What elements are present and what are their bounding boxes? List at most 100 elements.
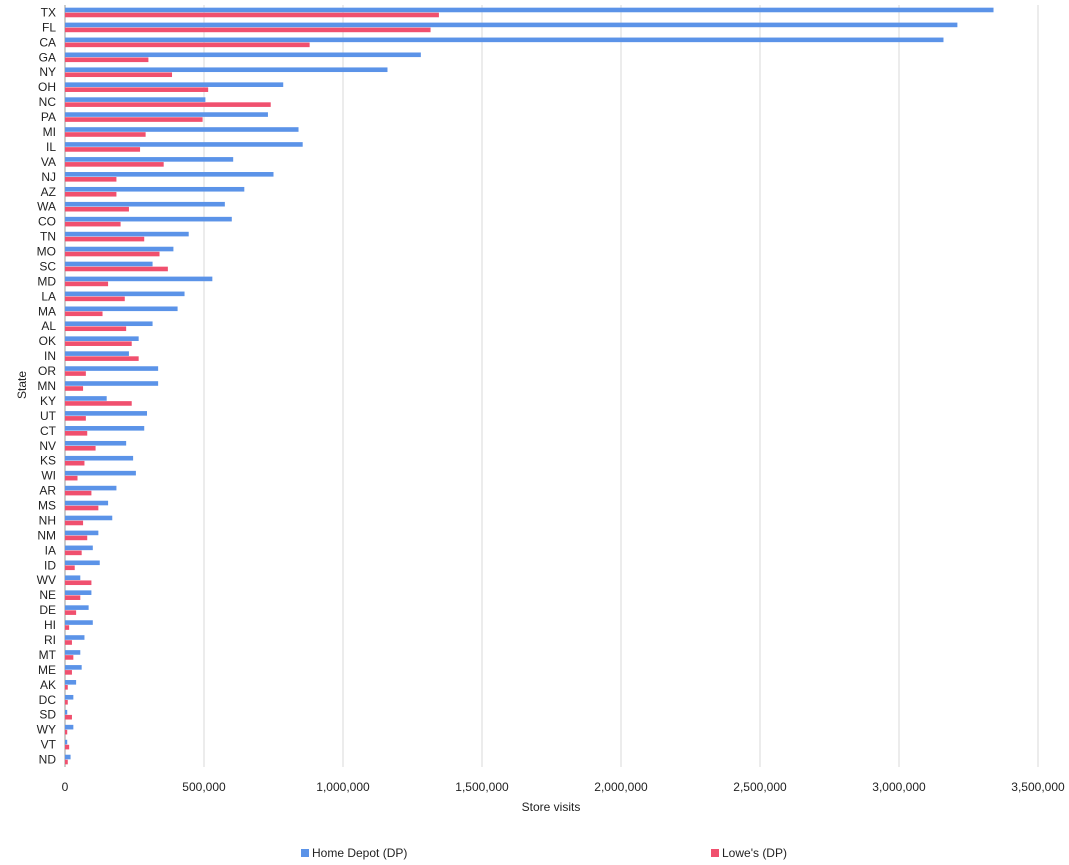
bar-lowe-s-dp-ca[interactable] <box>65 42 310 48</box>
bar-home-depot-dp-mn[interactable] <box>65 381 159 386</box>
bar-home-depot-dp-ut[interactable] <box>65 411 148 416</box>
bar-lowe-s-dp-ar[interactable] <box>65 490 92 496</box>
bar-lowe-s-dp-ny[interactable] <box>65 72 173 78</box>
bar-home-depot-dp-ok[interactable] <box>65 336 139 341</box>
bar-lowe-s-dp-ky[interactable] <box>65 401 132 406</box>
bar-home-depot-dp-ri[interactable] <box>65 635 85 640</box>
bar-home-depot-dp-de[interactable] <box>65 605 89 610</box>
bar-lowe-s-dp-sc[interactable] <box>65 266 168 272</box>
bar-home-depot-dp-mi[interactable] <box>65 127 299 132</box>
bar-home-depot-dp-wi[interactable] <box>65 470 136 476</box>
bar-lowe-s-dp-mo[interactable] <box>65 251 160 257</box>
bar-lowe-s-dp-oh[interactable] <box>65 87 209 92</box>
bar-lowe-s-dp-in[interactable] <box>65 356 139 361</box>
bar-home-depot-dp-al[interactable] <box>65 321 153 327</box>
bar-lowe-s-dp-nc[interactable] <box>65 102 271 107</box>
bar-home-depot-dp-ks[interactable] <box>65 455 134 461</box>
bar-home-depot-dp-ct[interactable] <box>65 426 145 431</box>
bar-home-depot-dp-wv[interactable] <box>65 575 81 581</box>
legend-item-home-depot[interactable]: Home Depot (DP) <box>301 846 407 860</box>
bar-lowe-s-dp-md[interactable] <box>65 281 109 287</box>
bar-lowe-s-dp-dc[interactable] <box>65 699 68 705</box>
bar-lowe-s-dp-id[interactable] <box>65 565 75 571</box>
bar-lowe-s-dp-ga[interactable] <box>65 57 149 63</box>
bar-home-depot-dp-mt[interactable] <box>65 650 81 655</box>
bar-home-depot-dp-dc[interactable] <box>65 694 74 700</box>
bar-lowe-s-dp-me[interactable] <box>65 670 72 675</box>
bar-home-depot-dp-ar[interactable] <box>65 485 117 491</box>
bar-home-depot-dp-ms[interactable] <box>65 500 109 506</box>
bar-home-depot-dp-tx[interactable] <box>65 7 994 13</box>
bar-lowe-s-dp-fl[interactable] <box>65 27 431 33</box>
bar-lowe-s-dp-tx[interactable] <box>65 12 439 18</box>
bar-home-depot-dp-la[interactable] <box>65 291 185 297</box>
bar-home-depot-dp-ia[interactable] <box>65 545 93 551</box>
bar-lowe-s-dp-ms[interactable] <box>65 505 99 511</box>
bar-lowe-s-dp-sd[interactable] <box>65 714 72 720</box>
bar-lowe-s-dp-hi[interactable] <box>65 625 70 630</box>
bar-lowe-s-dp-co[interactable] <box>65 221 121 227</box>
bar-lowe-s-dp-mt[interactable] <box>65 655 74 660</box>
bar-lowe-s-dp-de[interactable] <box>65 610 77 615</box>
bar-home-depot-dp-in[interactable] <box>65 351 129 356</box>
bar-lowe-s-dp-ct[interactable] <box>65 431 88 436</box>
bar-home-depot-dp-nm[interactable] <box>65 530 99 536</box>
bar-lowe-s-dp-il[interactable] <box>65 147 141 152</box>
bar-lowe-s-dp-vt[interactable] <box>65 744 70 750</box>
bar-home-depot-dp-az[interactable] <box>65 186 245 192</box>
bar-lowe-s-dp-al[interactable] <box>65 326 127 332</box>
bar-lowe-s-dp-nd[interactable] <box>65 759 68 765</box>
bar-home-depot-dp-ny[interactable] <box>65 67 388 73</box>
bar-home-depot-dp-il[interactable] <box>65 142 303 147</box>
bar-lowe-s-dp-mn[interactable] <box>65 386 84 391</box>
bar-home-depot-dp-pa[interactable] <box>65 112 268 117</box>
bar-home-depot-dp-wy[interactable] <box>65 724 74 730</box>
bar-home-depot-dp-nh[interactable] <box>65 515 113 521</box>
bar-lowe-s-dp-wa[interactable] <box>65 206 129 212</box>
bar-lowe-s-dp-va[interactable] <box>65 162 164 167</box>
bar-lowe-s-dp-wi[interactable] <box>65 475 78 481</box>
bar-lowe-s-dp-tn[interactable] <box>65 236 145 242</box>
bar-home-depot-dp-fl[interactable] <box>65 22 958 28</box>
bar-lowe-s-dp-la[interactable] <box>65 296 125 302</box>
bar-lowe-s-dp-pa[interactable] <box>65 117 203 122</box>
bar-home-depot-dp-nd[interactable] <box>65 754 71 760</box>
bar-home-depot-dp-oh[interactable] <box>65 82 284 87</box>
bar-home-depot-dp-or[interactable] <box>65 366 159 371</box>
legend-item-lowes[interactable]: Lowe's (DP) <box>711 846 787 860</box>
bar-home-depot-dp-co[interactable] <box>65 216 232 222</box>
bar-home-depot-dp-tn[interactable] <box>65 231 189 237</box>
bar-lowe-s-dp-mi[interactable] <box>65 132 146 137</box>
bar-lowe-s-dp-ut[interactable] <box>65 416 86 421</box>
bar-lowe-s-dp-nv[interactable] <box>65 445 96 451</box>
bar-home-depot-dp-id[interactable] <box>65 560 100 566</box>
bar-lowe-s-dp-ok[interactable] <box>65 341 132 346</box>
bar-home-depot-dp-nc[interactable] <box>65 97 206 102</box>
bar-home-depot-dp-ne[interactable] <box>65 590 92 595</box>
bar-lowe-s-dp-ia[interactable] <box>65 550 82 556</box>
bar-lowe-s-dp-nm[interactable] <box>65 535 88 541</box>
bar-home-depot-dp-va[interactable] <box>65 157 234 162</box>
bar-home-depot-dp-ga[interactable] <box>65 52 421 58</box>
bar-lowe-s-dp-az[interactable] <box>65 191 117 197</box>
bar-home-depot-dp-ca[interactable] <box>65 37 944 43</box>
bar-home-depot-dp-nv[interactable] <box>65 440 127 446</box>
bar-lowe-s-dp-ks[interactable] <box>65 460 85 466</box>
bar-home-depot-dp-vt[interactable] <box>65 739 68 745</box>
bar-home-depot-dp-ky[interactable] <box>65 396 107 401</box>
bar-home-depot-dp-me[interactable] <box>65 665 82 670</box>
bar-home-depot-dp-ma[interactable] <box>65 306 178 312</box>
bar-lowe-s-dp-ne[interactable] <box>65 595 81 600</box>
bar-lowe-s-dp-or[interactable] <box>65 371 86 376</box>
bar-home-depot-dp-hi[interactable] <box>65 620 93 625</box>
bar-home-depot-dp-nj[interactable] <box>65 172 274 177</box>
bar-home-depot-dp-sd[interactable] <box>65 709 68 715</box>
bar-lowe-s-dp-nj[interactable] <box>65 177 117 182</box>
bar-lowe-s-dp-ri[interactable] <box>65 640 72 645</box>
bar-lowe-s-dp-nh[interactable] <box>65 520 84 526</box>
bar-lowe-s-dp-wy[interactable] <box>65 729 68 735</box>
bar-lowe-s-dp-wv[interactable] <box>65 580 92 586</box>
bar-lowe-s-dp-ma[interactable] <box>65 311 103 317</box>
bar-lowe-s-dp-ak[interactable] <box>65 685 68 690</box>
bar-home-depot-dp-ak[interactable] <box>65 680 77 685</box>
